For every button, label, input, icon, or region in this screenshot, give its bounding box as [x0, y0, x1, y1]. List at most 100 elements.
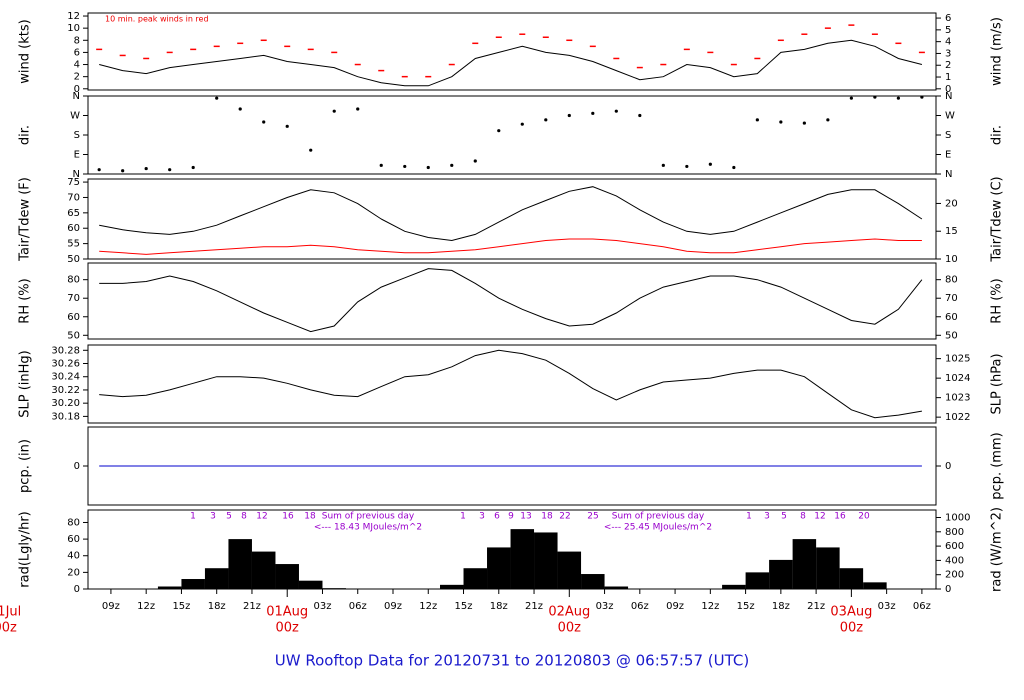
rad-hour-mark: 5 [226, 512, 232, 522]
rad-bar [534, 532, 558, 589]
point [121, 169, 125, 173]
y2-axis-label: Tair/Tdew (C) [990, 176, 1005, 262]
rad-bar [487, 547, 511, 589]
x-tick-label: 15z [737, 601, 755, 612]
x-tick-label: 03z [313, 601, 331, 612]
rad-hour-mark: 12 [814, 512, 825, 522]
rad-bar [557, 551, 582, 589]
y2-tick-label: 2 [945, 60, 951, 71]
y-tick-label: 30.24 [51, 372, 80, 383]
y-axis-label: rad(Lgly/hr) [18, 511, 33, 587]
y-tick-label: 12 [67, 11, 80, 22]
rad-bar [157, 586, 182, 589]
y2-tick-label: 1 [945, 72, 951, 83]
y2-tick-label: W [945, 111, 955, 122]
rad-bar [604, 586, 629, 589]
day-label: 01Aug [266, 605, 308, 620]
rad-hour-mark: 20 [858, 512, 870, 522]
rad-bar [839, 568, 864, 589]
point [309, 148, 313, 152]
point [262, 120, 266, 124]
point [168, 168, 172, 172]
y-tick-label: 60 [67, 534, 80, 545]
point [497, 129, 501, 133]
x-tick-label: 12z [419, 601, 437, 612]
rad-hour-mark: 6 [494, 512, 500, 522]
point [779, 120, 783, 124]
rad-hour-mark: 12 [256, 512, 267, 522]
point [191, 165, 195, 170]
point [215, 96, 219, 100]
point [591, 111, 595, 115]
y2-tick-label: 3 [945, 48, 951, 59]
point [638, 113, 642, 118]
y2-tick-label: 0 [945, 84, 951, 95]
y2-tick-label: S [945, 130, 951, 141]
x-tick-label: 18z [772, 601, 790, 612]
x-tick-label: 21z [807, 601, 825, 612]
point [97, 168, 101, 172]
y-tick-label: 0 [74, 84, 80, 95]
series-line [99, 238, 922, 255]
y-tick-label: 60 [67, 312, 80, 323]
x-tick-label: 15z [455, 601, 473, 612]
rad-hour-mark: 3 [210, 512, 216, 522]
point [379, 163, 383, 167]
rad-hour-mark: 13 [520, 512, 531, 522]
y-tick-label: 6 [74, 47, 80, 58]
y-tick-label: 70 [67, 192, 80, 203]
y-tick-label: 2 [74, 72, 80, 83]
rad-bar [251, 551, 276, 589]
point [896, 96, 900, 100]
x-tick-label: 06z [349, 601, 367, 612]
x-tick-label: 12z [701, 601, 719, 612]
rad-hour-mark: 25 [587, 512, 598, 522]
rad-hour-mark: 3 [479, 512, 485, 522]
y2-tick-label: 400 [945, 555, 964, 566]
y-tick-label: 50 [67, 254, 80, 265]
y-tick-label: 8 [74, 35, 80, 46]
rad-bar [863, 582, 887, 589]
y2-tick-label: N [945, 169, 952, 180]
y-tick-label: 20 [67, 567, 80, 578]
panel-frame [87, 178, 937, 260]
x-tick-label: 21z [243, 601, 261, 612]
y2-axis-label: rad (W/m^2) [990, 507, 1005, 592]
rad-bar [745, 572, 770, 589]
y-tick-label: 0 [74, 584, 80, 595]
y-tick-label: E [74, 150, 80, 161]
rad-hour-mark: 8 [800, 512, 806, 522]
y-axis-label: dir. [18, 125, 33, 145]
rad-note: Sum of previous day [322, 512, 415, 522]
y2-tick-label: 1024 [945, 373, 970, 384]
point [403, 164, 407, 169]
point [144, 166, 148, 171]
day-time-label: 00z [276, 621, 300, 636]
point [544, 118, 548, 122]
y-axis-label: pcp. (in) [18, 439, 33, 493]
point [450, 163, 454, 167]
rad-hour-mark: 5 [781, 512, 787, 522]
rad-bar [722, 584, 746, 589]
panel-frame [87, 262, 937, 340]
point [732, 165, 736, 170]
rad-note: Sum of previous day [612, 512, 705, 522]
y-axis-label: SLP (inHg) [18, 350, 33, 418]
rad-hour-mark: 8 [241, 512, 247, 522]
day-label: 31Jul [0, 605, 21, 620]
y2-tick-label: 5 [945, 25, 951, 36]
day-label: 02Aug [548, 605, 590, 620]
rad-hour-mark: 9 [508, 512, 514, 522]
y-tick-label: 0 [74, 461, 80, 472]
rad-hour-mark: 22 [559, 512, 570, 522]
x-tick-label: 09z [666, 601, 684, 612]
point [426, 165, 430, 170]
y2-tick-label: 60 [945, 312, 958, 323]
y2-tick-label: 10 [945, 254, 958, 265]
day-time-label: 00z [840, 621, 864, 636]
y2-tick-label: 20 [945, 198, 958, 209]
y-tick-label: 65 [67, 208, 80, 219]
y2-tick-label: 80 [945, 275, 958, 286]
point [567, 113, 571, 118]
